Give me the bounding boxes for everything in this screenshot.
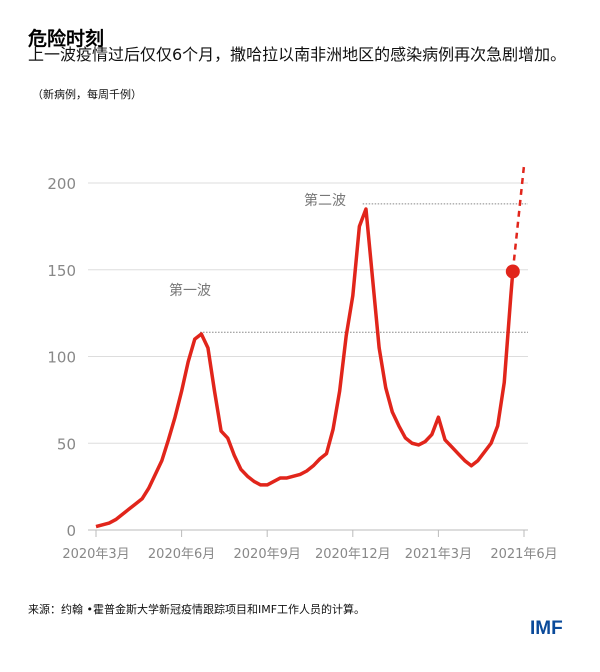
y-tick-label: 50 <box>57 435 76 453</box>
x-tick-label: 2020年9月 <box>234 547 301 562</box>
series-line <box>95 207 515 529</box>
y-tick-label: 0 <box>66 522 76 540</box>
chart-title: 危险时刻 <box>28 28 105 50</box>
unit-label: （新病例，每周千例） <box>32 88 142 101</box>
annotation-first-wave: 第一波 <box>169 282 211 299</box>
x-tick-label: 2020年3月 <box>62 547 129 562</box>
source-note: 来源：约翰 •霍普金斯大学新冠疫情跟踪项目和IMF工作人员的计算。 <box>28 603 366 616</box>
x-tick-label: 2021年3月 <box>405 547 472 562</box>
projection-line <box>511 165 526 272</box>
annotation-second-wave: 第二波 <box>304 192 346 209</box>
x-tick-label: 2020年12月 <box>315 547 391 562</box>
x-tick-label: 2021年6月 <box>490 547 557 562</box>
y-tick-label: 150 <box>47 262 76 280</box>
imf-logo: IMF <box>530 618 563 639</box>
y-tick-label: 100 <box>47 349 76 367</box>
x-tick-label: 2020年6月 <box>148 547 215 562</box>
chart-subtitle: 上一波疫情过后仅仅6个月，撒哈拉以南非洲地区的感染病例再次急剧增加。 <box>28 45 567 64</box>
y-tick-label: 200 <box>47 175 76 193</box>
latest-point-marker <box>505 264 520 279</box>
